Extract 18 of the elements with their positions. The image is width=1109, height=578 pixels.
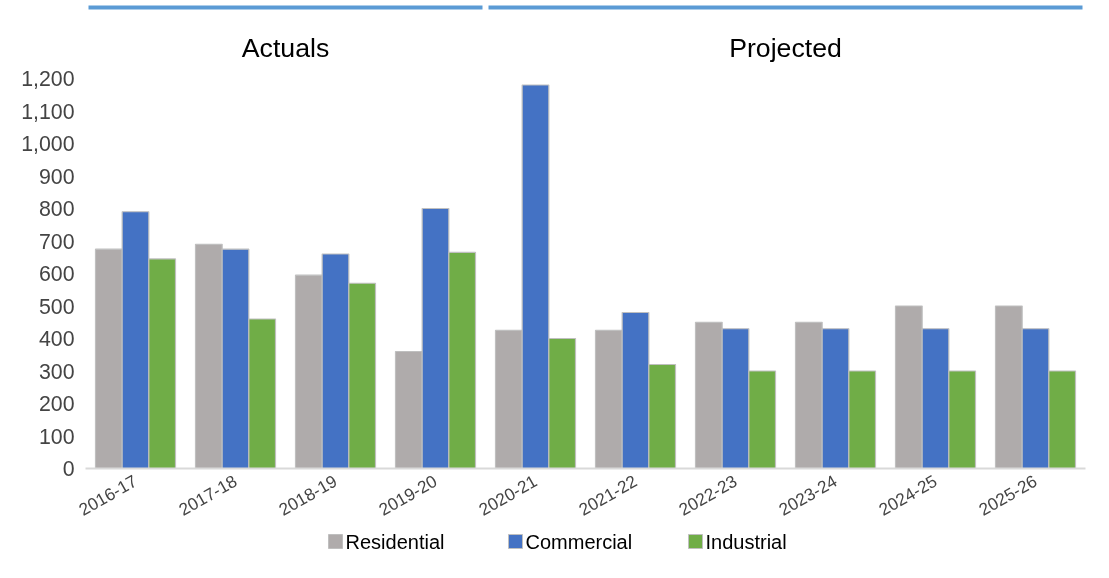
- y-tick-label: 0: [62, 457, 75, 481]
- text: Projected: [729, 33, 842, 64]
- y-tick-label: 1,100: [21, 99, 75, 124]
- legend-label: Industrial: [705, 530, 787, 553]
- y-tick-label: 400: [38, 327, 75, 351]
- y-tick-label: 600: [38, 262, 75, 286]
- y-tick-label: 1,000: [21, 132, 75, 156]
- legend-label: Commercial: [525, 530, 633, 553]
- y-tick-label: 200: [38, 392, 75, 416]
- text: Actuals: [241, 33, 330, 64]
- y-tick-label: 1,200: [21, 67, 75, 91]
- y-tick-label: 800: [38, 197, 75, 221]
- y-tick-label: 100: [38, 424, 75, 449]
- legend-label: Residential: [345, 530, 445, 553]
- y-tick-label: 700: [38, 229, 75, 254]
- y-tick-label: 900: [38, 164, 75, 189]
- y-tick-label: 300: [38, 359, 75, 384]
- y-tick-label: 500: [38, 294, 75, 319]
